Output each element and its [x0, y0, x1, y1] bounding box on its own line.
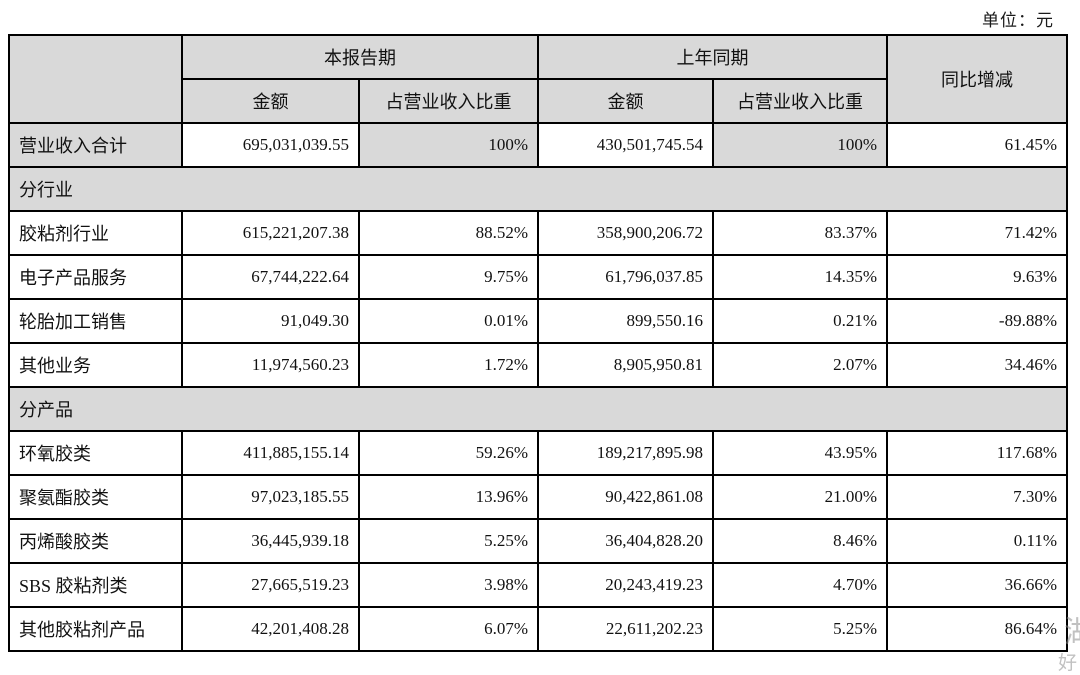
cell-prior-amount: 61,796,037.85: [537, 254, 714, 300]
cell-yoy: 71.42%: [886, 210, 1068, 256]
row-label: 聚氨酯胶类: [8, 474, 183, 520]
row-label: 电子产品服务: [8, 254, 183, 300]
cell-prior-pct: 4.70%: [712, 562, 888, 608]
corner-cell: [8, 34, 183, 124]
header-row-measures: 金额 占营业收入比重 金额 占营业收入比重: [9, 78, 1067, 124]
cell-yoy: 0.11%: [886, 518, 1068, 564]
table-row: 环氧胶类 411,885,155.14 59.26% 189,217,895.9…: [8, 430, 1068, 476]
header-current-pct: 占营业收入比重: [358, 78, 539, 124]
cell-prior-amount: 36,404,828.20: [537, 518, 714, 564]
section-row-by-industry: 分行业: [8, 166, 1068, 212]
cell-yoy: 9.63%: [886, 254, 1068, 300]
cell-yoy: 86.64%: [886, 606, 1068, 652]
header-prior-amount: 金额: [537, 78, 714, 124]
row-label: SBS 胶粘剂类: [8, 562, 183, 608]
cell-prior-pct: 83.37%: [712, 210, 888, 256]
cell-current-pct: 3.98%: [358, 562, 539, 608]
cell-prior-amount: 899,550.16: [537, 298, 714, 344]
row-label: 胶粘剂行业: [8, 210, 183, 256]
header-prior-period: 上年同期: [537, 34, 888, 80]
section-label: 分行业: [8, 166, 1068, 212]
cell-current-pct: 9.75%: [358, 254, 539, 300]
cell-yoy: 36.66%: [886, 562, 1068, 608]
cell-current-amount: 67,744,222.64: [181, 254, 360, 300]
table-row: 丙烯酸胶类 36,445,939.18 5.25% 36,404,828.20 …: [8, 518, 1068, 564]
table-row: 胶粘剂行业 615,221,207.38 88.52% 358,900,206.…: [8, 210, 1068, 256]
row-label: 其他胶粘剂产品: [8, 606, 183, 652]
cell-yoy: 34.46%: [886, 342, 1068, 388]
cell-prior-pct: 14.35%: [712, 254, 888, 300]
table-row-total: 营业收入合计 695,031,039.55 100% 430,501,745.5…: [8, 122, 1068, 168]
cell-prior-amount: 189,217,895.98: [537, 430, 714, 476]
cell-current-amount: 615,221,207.38: [181, 210, 360, 256]
table-row: 其他胶粘剂产品 42,201,408.28 6.07% 22,611,202.2…: [8, 606, 1068, 652]
cell-current-amount: 91,049.30: [181, 298, 360, 344]
table-row: 其他业务 11,974,560.23 1.72% 8,905,950.81 2.…: [8, 342, 1068, 388]
header-yoy-change: 同比增减: [886, 34, 1068, 124]
cell-current-pct: 88.52%: [358, 210, 539, 256]
cell-current-pct: 0.01%: [358, 298, 539, 344]
cell-prior-pct: 43.95%: [712, 430, 888, 476]
cell-yoy: 61.45%: [886, 122, 1068, 168]
revenue-breakdown-table: 本报告期 上年同期 同比增减 金额 占营业收入比重 金额 占营业收入比重 营业收…: [8, 34, 1068, 652]
section-label: 分产品: [8, 386, 1068, 432]
cell-yoy: -89.88%: [886, 298, 1068, 344]
row-label: 轮胎加工销售: [8, 298, 183, 344]
table-row: 轮胎加工销售 91,049.30 0.01% 899,550.16 0.21% …: [8, 298, 1068, 344]
cell-yoy: 7.30%: [886, 474, 1068, 520]
cell-prior-amount: 90,422,861.08: [537, 474, 714, 520]
cell-current-pct: 100%: [358, 122, 539, 168]
cell-current-pct: 59.26%: [358, 430, 539, 476]
cell-current-pct: 5.25%: [358, 518, 539, 564]
cell-prior-amount: 8,905,950.81: [537, 342, 714, 388]
watermark-char-bottom: 好: [1058, 653, 1078, 674]
cell-prior-pct: 2.07%: [712, 342, 888, 388]
cell-prior-amount: 430,501,745.54: [537, 122, 714, 168]
cell-current-amount: 695,031,039.55: [181, 122, 360, 168]
cell-current-amount: 42,201,408.28: [181, 606, 360, 652]
header-current-period: 本报告期: [181, 34, 539, 80]
table-row: SBS 胶粘剂类 27,665,519.23 3.98% 20,243,419.…: [8, 562, 1068, 608]
header-current-amount: 金额: [181, 78, 360, 124]
cell-prior-amount: 358,900,206.72: [537, 210, 714, 256]
cell-prior-amount: 20,243,419.23: [537, 562, 714, 608]
cell-prior-pct: 100%: [712, 122, 888, 168]
cell-prior-pct: 21.00%: [712, 474, 888, 520]
header-row-periods: 本报告期 上年同期 同比增减: [8, 34, 1068, 124]
cell-current-pct: 1.72%: [358, 342, 539, 388]
cell-current-amount: 11,974,560.23: [181, 342, 360, 388]
cell-current-pct: 13.96%: [358, 474, 539, 520]
section-row-by-product: 分产品: [8, 386, 1068, 432]
table-row: 电子产品服务 67,744,222.64 9.75% 61,796,037.85…: [8, 254, 1068, 300]
cell-current-pct: 6.07%: [358, 606, 539, 652]
cell-prior-amount: 22,611,202.23: [537, 606, 714, 652]
row-label: 环氧胶类: [8, 430, 183, 476]
header-prior-pct: 占营业收入比重: [712, 78, 888, 124]
cell-current-amount: 97,023,185.55: [181, 474, 360, 520]
row-label: 其他业务: [8, 342, 183, 388]
table-row: 聚氨酯胶类 97,023,185.55 13.96% 90,422,861.08…: [8, 474, 1068, 520]
cell-prior-pct: 0.21%: [712, 298, 888, 344]
row-label: 丙烯酸胶类: [8, 518, 183, 564]
cell-prior-pct: 8.46%: [712, 518, 888, 564]
cell-current-amount: 36,445,939.18: [181, 518, 360, 564]
cell-yoy: 117.68%: [886, 430, 1068, 476]
unit-label: 单位：元: [982, 11, 1054, 30]
cell-current-amount: 27,665,519.23: [181, 562, 360, 608]
row-label: 营业收入合计: [8, 122, 183, 168]
cell-prior-pct: 5.25%: [712, 606, 888, 652]
cell-current-amount: 411,885,155.14: [181, 430, 360, 476]
